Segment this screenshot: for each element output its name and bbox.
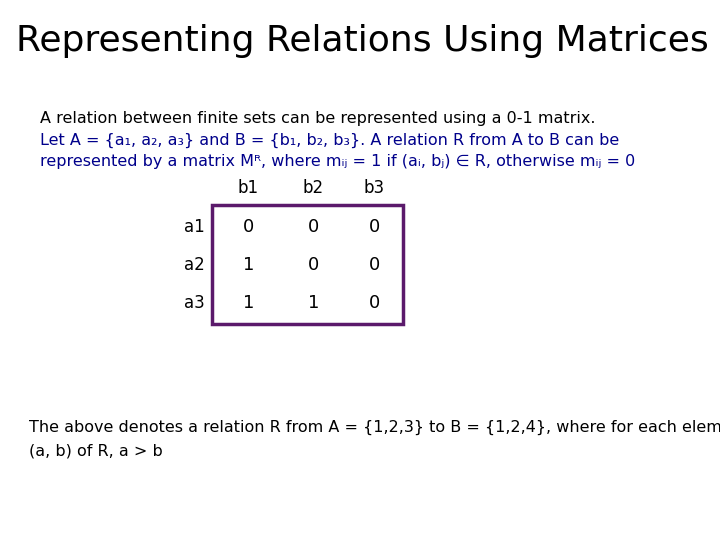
FancyBboxPatch shape <box>212 205 403 324</box>
Text: 1: 1 <box>243 294 254 313</box>
Text: a2: a2 <box>184 255 205 274</box>
Text: Representing Relations Using Matrices: Representing Relations Using Matrices <box>16 24 708 58</box>
Text: Let A = {a₁, a₂, a₃} and B = {b₁, b₂, b₃}. A relation R from A to B can be: Let A = {a₁, a₂, a₃} and B = {b₁, b₂, b₃… <box>40 132 619 147</box>
Text: 0: 0 <box>243 218 254 236</box>
Text: (a, b) of R, a > b: (a, b) of R, a > b <box>29 444 163 459</box>
Text: 1: 1 <box>307 294 319 313</box>
Text: 0: 0 <box>307 218 319 236</box>
Text: b2: b2 <box>302 179 324 197</box>
Text: 0: 0 <box>307 255 319 274</box>
Text: b3: b3 <box>364 179 385 197</box>
Text: The above denotes a relation R from A = {1,2,3} to B = {1,2,4}, where for each e: The above denotes a relation R from A = … <box>29 420 720 435</box>
Text: 0: 0 <box>369 294 380 313</box>
Text: a3: a3 <box>184 294 205 313</box>
Text: a1: a1 <box>184 218 205 236</box>
Text: represented by a matrix Mᴿ, where mᵢⱼ = 1 if (aᵢ, bⱼ) ∈ R, otherwise mᵢⱼ = 0: represented by a matrix Mᴿ, where mᵢⱼ = … <box>40 154 635 170</box>
Text: b1: b1 <box>238 179 259 197</box>
Text: A relation between finite sets can be represented using a 0-1 matrix.: A relation between finite sets can be re… <box>40 111 595 126</box>
Text: 0: 0 <box>369 218 380 236</box>
Text: 0: 0 <box>369 255 380 274</box>
Text: 1: 1 <box>243 255 254 274</box>
